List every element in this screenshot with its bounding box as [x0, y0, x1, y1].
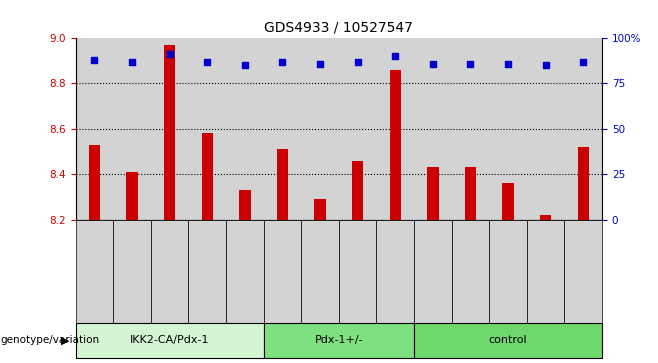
- Bar: [352, 160, 363, 220]
- Bar: [89, 145, 100, 220]
- Text: Pdx-1+/-: Pdx-1+/-: [315, 335, 363, 345]
- Bar: [201, 133, 213, 220]
- Bar: [240, 190, 251, 220]
- Point: [428, 61, 438, 66]
- Point: [277, 59, 288, 65]
- Bar: [490, 38, 527, 220]
- Text: ▶: ▶: [61, 335, 69, 345]
- Bar: [315, 199, 326, 220]
- Bar: [527, 38, 565, 220]
- Bar: [390, 70, 401, 220]
- Point: [89, 57, 100, 63]
- Title: GDS4933 / 10527547: GDS4933 / 10527547: [265, 20, 413, 34]
- Point: [465, 61, 476, 66]
- Point: [164, 52, 175, 57]
- Point: [540, 62, 551, 68]
- Bar: [151, 38, 188, 220]
- Point: [127, 59, 138, 65]
- Bar: [465, 167, 476, 220]
- Bar: [264, 38, 301, 220]
- Point: [315, 61, 325, 66]
- Point: [390, 53, 401, 59]
- Bar: [76, 38, 113, 220]
- Bar: [565, 38, 602, 220]
- Bar: [503, 183, 514, 220]
- Bar: [226, 38, 264, 220]
- Point: [202, 59, 213, 65]
- Bar: [126, 172, 138, 220]
- Text: IKK2-CA/Pdx-1: IKK2-CA/Pdx-1: [130, 335, 209, 345]
- Bar: [451, 38, 490, 220]
- Bar: [427, 167, 438, 220]
- Bar: [414, 38, 451, 220]
- Bar: [376, 38, 414, 220]
- Bar: [540, 215, 551, 220]
- Bar: [277, 149, 288, 220]
- Point: [503, 61, 513, 66]
- Text: genotype/variation: genotype/variation: [0, 335, 99, 345]
- Bar: [578, 147, 589, 220]
- Bar: [188, 38, 226, 220]
- Bar: [113, 38, 151, 220]
- Bar: [339, 38, 376, 220]
- Point: [240, 62, 250, 68]
- Point: [353, 59, 363, 65]
- Bar: [164, 45, 175, 220]
- Text: control: control: [489, 335, 527, 345]
- Point: [578, 59, 588, 65]
- Bar: [301, 38, 339, 220]
